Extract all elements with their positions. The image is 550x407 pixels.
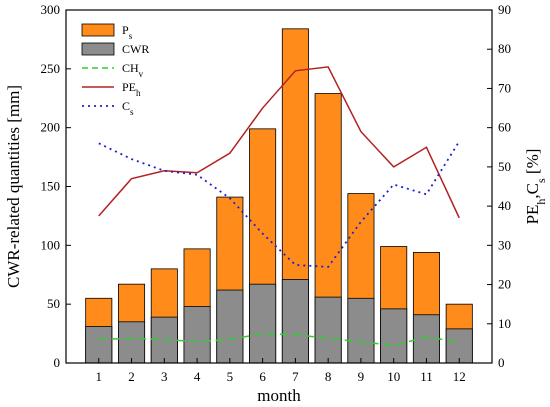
y2-tick-label: 30 xyxy=(498,237,511,252)
x-tick-label: 4 xyxy=(194,369,201,384)
y2-tick-label: 50 xyxy=(498,159,511,174)
y-tick-label: 150 xyxy=(41,179,61,194)
legend-label-ps: Ps xyxy=(122,23,133,41)
y2-tick-label: 70 xyxy=(498,80,511,95)
x-tick-label: 2 xyxy=(128,369,135,384)
line-peh xyxy=(98,66,460,219)
y2-tick-label: 90 xyxy=(498,2,511,17)
y-tick-label: 50 xyxy=(47,296,60,311)
y2-tick-label: 80 xyxy=(498,41,511,56)
bar-cwr xyxy=(85,326,113,364)
x-tick-label: 12 xyxy=(453,369,466,384)
x-tick-label: 3 xyxy=(161,369,168,384)
x-tick-label: 6 xyxy=(259,369,266,384)
x-tick-label: 9 xyxy=(358,369,365,384)
y-tick-label: 0 xyxy=(54,355,61,370)
bar-cwr xyxy=(347,297,375,364)
x-tick-label: 11 xyxy=(420,369,433,384)
y2-axis-title-base: PE xyxy=(523,205,542,225)
y-tick-label: 300 xyxy=(41,2,61,17)
y2-axis-title-unit: [%] xyxy=(523,149,542,179)
legend-swatch-ps xyxy=(81,23,115,37)
y-tick-label: 100 xyxy=(41,237,61,252)
y2-axis-title-sep: ,C xyxy=(523,183,542,199)
bar-cwr xyxy=(118,321,146,364)
y2-axis-title-base-sub: h xyxy=(534,199,548,205)
x-tick-label: 1 xyxy=(96,369,103,384)
bar-cwr xyxy=(249,283,277,364)
y2-axis-title-sep-sub: s xyxy=(534,178,548,183)
x-tick-label: 5 xyxy=(227,369,234,384)
y2-tick-label: 60 xyxy=(498,120,511,135)
y2-tick-label: 0 xyxy=(498,355,505,370)
bar-cwr xyxy=(314,296,342,364)
legend-label-peh: PEh xyxy=(122,80,141,98)
bars-cwr-series xyxy=(85,279,473,364)
y-tick-label: 250 xyxy=(41,61,61,76)
legend-label-chv: CHv xyxy=(122,61,144,79)
x-tick-label: 7 xyxy=(292,369,299,384)
y2-axis-title: PEh,Cs [%] xyxy=(523,149,548,225)
bar-cwr xyxy=(183,306,211,364)
x-axis-title: month xyxy=(257,386,301,405)
bars-ps-series xyxy=(85,28,473,364)
x-tick-label: 10 xyxy=(387,369,400,384)
y-axis-title: CWR-related quantities [mm] xyxy=(4,85,23,288)
bar-cwr xyxy=(281,279,309,364)
legend-swatch-cwr xyxy=(81,42,115,56)
bar-cwr xyxy=(216,289,244,364)
legend-label-cwr: CWR xyxy=(122,42,149,56)
x-tick-label: 8 xyxy=(325,369,332,384)
line-series xyxy=(98,66,460,347)
y2-tick-label: 20 xyxy=(498,277,511,292)
y2-tick-label: 40 xyxy=(498,198,511,213)
legend-label-cs: Cs xyxy=(122,99,134,117)
y-tick-label: 200 xyxy=(41,120,61,135)
bar-cwr xyxy=(380,308,408,364)
line-chv xyxy=(98,332,460,347)
bar-cwr xyxy=(445,328,473,364)
y2-tick-label: 10 xyxy=(498,316,511,331)
